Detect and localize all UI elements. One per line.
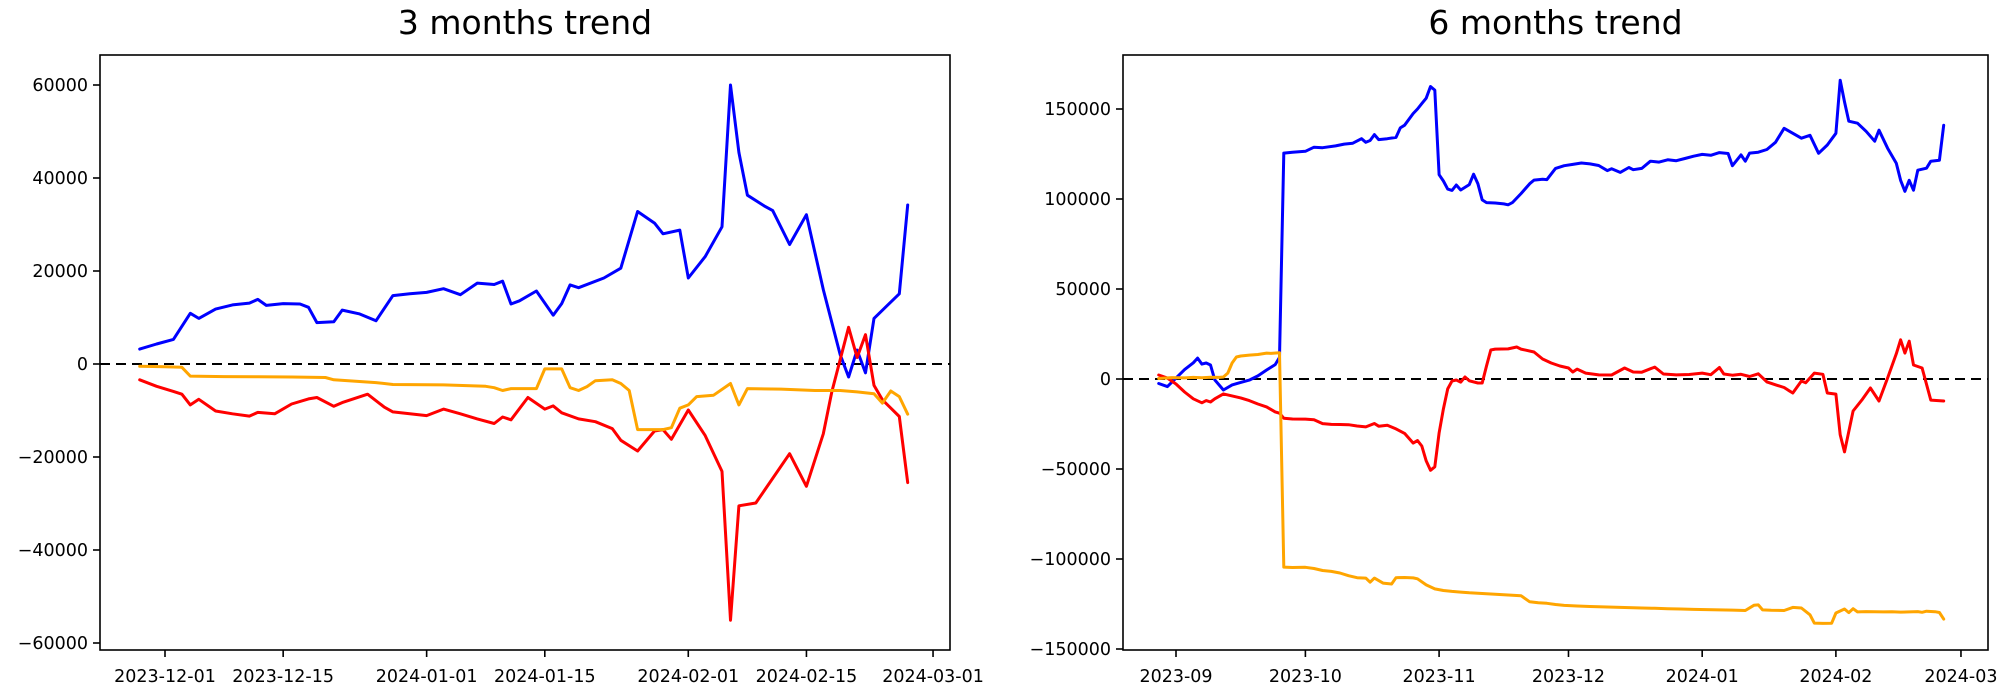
axes-spines [1122, 54, 1989, 651]
x-tick-label: 2024-02-15 [756, 667, 858, 687]
y-tick-label: 0 [77, 355, 88, 375]
x-tick-label: 2024-02-01 [637, 667, 739, 687]
blue-series-line [138, 83, 910, 379]
red-series-line [138, 325, 910, 622]
axes-spines [99, 54, 951, 651]
y-tick-label: −40000 [18, 541, 88, 561]
x-tick-label: 2023-10 [1269, 667, 1342, 687]
chart-3-months-trend: 3 months trend 2023-12-01 2023-12-15 2024-… [18, 3, 984, 687]
y-tick-label: 100000 [1044, 190, 1111, 210]
y-tick-label: −50000 [1041, 460, 1111, 480]
line-plot: 2023-12-01 2023-12-15 2024-01-01 2024-01-15… [18, 54, 984, 687]
red-series-line [1157, 338, 1946, 472]
x-tick-label: 2023-12-01 [114, 667, 216, 687]
orange-series-line [1157, 351, 1946, 625]
y-tick-label: 50000 [1055, 280, 1111, 300]
blue-series-line [1157, 78, 1946, 392]
y-tick-label: 60000 [32, 76, 88, 96]
x-tick-label: 2023-12 [1532, 667, 1605, 687]
y-tick-label: −20000 [18, 448, 88, 468]
x-tick-label: 2024-01-15 [494, 667, 596, 687]
y-tick-label: −100000 [1030, 550, 1111, 570]
y-tick-label: −150000 [1030, 640, 1111, 660]
x-tick-label: 2023-12-15 [232, 667, 334, 687]
x-tick-label: 2024-02 [1799, 667, 1872, 687]
x-tick-label: 2024-03-01 [882, 667, 984, 687]
line-plot: 2023-09 2023-10 2023-11 2023-12 2024-01 2024-… [1030, 54, 1998, 687]
chart-title: 6 months trend [1428, 3, 1683, 42]
y-tick-label: −60000 [18, 634, 88, 654]
orange-series-line [138, 364, 910, 432]
y-tick-label: 0 [1100, 370, 1111, 390]
y-tick-label: 20000 [32, 262, 88, 282]
x-tick-label: 2023-11 [1403, 667, 1476, 687]
chart-6-months-trend: 6 months trend 2023-09 2023-10 2023-11 2023… [1000, 0, 2000, 700]
x-tick-label: 2024-03 [1924, 667, 1997, 687]
x-tick-label: 2024-01-01 [376, 667, 478, 687]
y-tick-label: 40000 [32, 169, 88, 189]
y-tick-label: 150000 [1044, 100, 1111, 120]
chart-title: 3 months trend [397, 3, 653, 42]
x-tick-label: 2024-01 [1666, 667, 1739, 687]
x-tick-label: 2023-09 [1139, 667, 1212, 687]
